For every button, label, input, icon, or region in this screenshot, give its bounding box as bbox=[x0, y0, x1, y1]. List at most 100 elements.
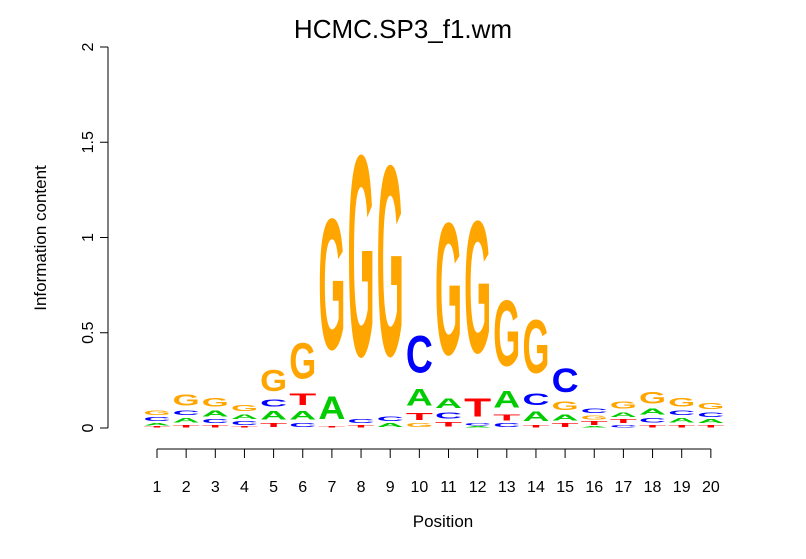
letter-a: A bbox=[406, 384, 433, 411]
letter-c: C bbox=[144, 417, 171, 423]
x-tick-label: 19 bbox=[673, 479, 691, 496]
x-tick-label: 10 bbox=[410, 479, 428, 496]
letter-a: A bbox=[668, 417, 695, 425]
letter-c: C bbox=[552, 361, 579, 399]
letter-c: C bbox=[260, 397, 287, 409]
letter-a: A bbox=[289, 409, 316, 422]
letter-t: T bbox=[289, 390, 317, 409]
letter-c: C bbox=[493, 422, 520, 428]
letter-g: G bbox=[202, 396, 229, 409]
letter-a: A bbox=[231, 413, 258, 421]
letter-t: T bbox=[231, 426, 258, 428]
x-tick-label: 14 bbox=[527, 479, 545, 496]
letter-a: A bbox=[260, 409, 287, 422]
letter-t: T bbox=[639, 424, 666, 428]
letter-g: G bbox=[289, 334, 316, 390]
letter-g: G bbox=[260, 363, 287, 398]
letter-t: T bbox=[260, 422, 287, 428]
letter-c: C bbox=[435, 411, 462, 421]
x-tick-label: 3 bbox=[211, 479, 220, 496]
y-tick-label: 0.5 bbox=[80, 322, 97, 344]
x-tick-label: 18 bbox=[644, 479, 662, 496]
letter-a: A bbox=[522, 409, 549, 424]
letter-a: A bbox=[552, 413, 579, 423]
letter-t: T bbox=[464, 393, 491, 422]
x-tick-label: 5 bbox=[269, 479, 278, 496]
logo-columns: TACGTACGTCAGTCAGTACGCATGTAGTCGACGGTACTCA… bbox=[144, 97, 725, 428]
letter-t: T bbox=[202, 424, 229, 428]
letter-t: T bbox=[493, 413, 521, 423]
x-tick-label: 20 bbox=[702, 479, 720, 496]
letter-c: C bbox=[202, 418, 229, 424]
letter-a: A bbox=[318, 390, 345, 426]
letter-c: C bbox=[464, 422, 491, 426]
letter-t: T bbox=[173, 424, 200, 428]
letter-a: A bbox=[202, 409, 229, 419]
letter-c: C bbox=[668, 409, 695, 417]
letter-g: G bbox=[464, 181, 491, 392]
y-axis: 0 0.5 1 1.5 2 bbox=[80, 42, 109, 432]
x-tick-label: 16 bbox=[585, 479, 603, 496]
x-axis-label: Position bbox=[413, 512, 473, 531]
letter-c: C bbox=[697, 411, 724, 419]
letter-c: C bbox=[377, 415, 404, 423]
letter-a: A bbox=[610, 411, 637, 419]
x-tick-label: 7 bbox=[327, 479, 336, 496]
letter-a: A bbox=[581, 426, 608, 428]
letter-t: T bbox=[581, 420, 608, 426]
letter-g: G bbox=[493, 281, 520, 386]
letter-t: T bbox=[406, 411, 434, 422]
letter-g: G bbox=[668, 396, 695, 409]
letter-c: C bbox=[289, 422, 316, 428]
y-tick-label: 0 bbox=[80, 423, 97, 432]
letter-c: C bbox=[639, 417, 666, 425]
letter-t: T bbox=[144, 426, 171, 428]
letter-t: T bbox=[610, 419, 637, 425]
x-tick-label: 12 bbox=[469, 479, 487, 496]
letter-a: A bbox=[697, 418, 724, 424]
letter-g: G bbox=[522, 304, 549, 390]
x-axis: 1 2 3 4 5 6 7 8 9 10 11 12 13 14 15 16 17 18 19 20 bbox=[153, 448, 720, 496]
x-tick-label: 2 bbox=[182, 479, 191, 496]
letter-g: G bbox=[435, 183, 462, 394]
letter-g: G bbox=[581, 415, 608, 421]
letter-c: C bbox=[231, 420, 258, 426]
letter-g: G bbox=[318, 179, 345, 389]
letter-g: G bbox=[231, 403, 258, 412]
x-tick-label: 15 bbox=[556, 479, 574, 496]
letter-a: A bbox=[493, 386, 520, 413]
y-axis-label: Information content bbox=[31, 165, 50, 311]
x-tick-label: 13 bbox=[498, 479, 516, 496]
letter-c: C bbox=[348, 418, 375, 424]
letter-g: G bbox=[377, 109, 404, 413]
letter-t: T bbox=[435, 420, 462, 428]
letter-a: A bbox=[435, 396, 462, 411]
letter-c: C bbox=[581, 407, 608, 415]
letter-t: T bbox=[348, 424, 375, 428]
letter-t: T bbox=[318, 426, 345, 428]
letter-c: C bbox=[173, 409, 200, 417]
letter-t: T bbox=[697, 424, 724, 428]
letter-g: G bbox=[639, 388, 666, 407]
letter-c: C bbox=[406, 325, 433, 384]
y-tick-label: 1 bbox=[80, 233, 97, 242]
letter-t: T bbox=[552, 422, 579, 428]
letter-a: A bbox=[377, 422, 404, 428]
logo-column-8: TCG bbox=[348, 97, 375, 428]
logo-column-7: TAG bbox=[318, 179, 345, 428]
x-tick-label: 8 bbox=[357, 479, 366, 496]
y-tick-label: 2 bbox=[80, 42, 97, 51]
letter-g: G bbox=[173, 392, 200, 409]
x-tick-label: 1 bbox=[153, 479, 162, 496]
letter-a: A bbox=[173, 417, 200, 425]
letter-c: C bbox=[522, 391, 549, 410]
